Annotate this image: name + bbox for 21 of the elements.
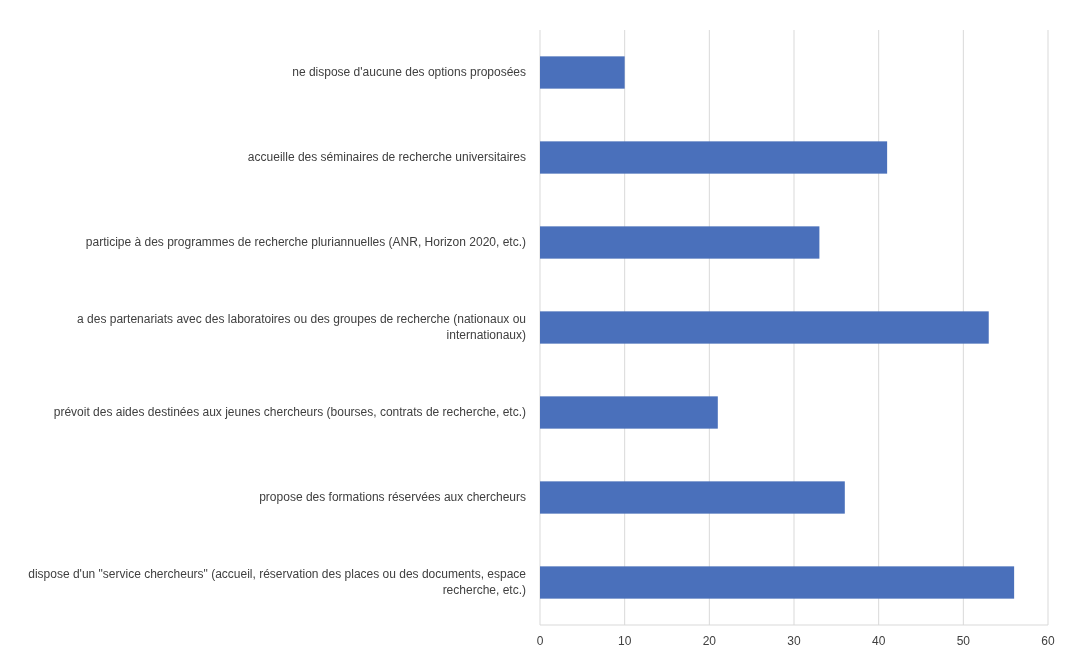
x-tick-label: 0 xyxy=(536,634,544,647)
y-tick-label: propose des formations réservées aux chercheurs xyxy=(259,489,526,504)
bar xyxy=(540,566,1015,599)
x-tick-label: 30 xyxy=(787,634,801,647)
x-tick-label: 20 xyxy=(702,634,717,647)
x-tick-label: 10 xyxy=(617,634,632,647)
y-tick-label: a des partenariats avec des laboratoires ou des groupes de recherche (nationaux ou internationaux) xyxy=(77,311,526,342)
y-tick-label: participe à des programmes de recherche pluriannuelles (ANR, Horizon 2020, etc.) xyxy=(85,234,526,249)
bar xyxy=(540,481,845,514)
bar xyxy=(540,226,820,259)
x-tick-label: 50 xyxy=(956,634,971,647)
y-tick-label: dispose d'un "service chercheurs" (accueil, réservation des places ou des documents, espace recherche, etc.) xyxy=(28,566,527,597)
bar xyxy=(540,311,989,344)
x-tick-label: 40 xyxy=(871,634,886,647)
bar xyxy=(540,141,888,174)
bar xyxy=(540,56,625,89)
y-tick-label: prévoit des aides destinées aux jeunes chercheurs (bourses, contrats de recherche, etc.) xyxy=(53,404,526,419)
x-tick-label: 60 xyxy=(1041,634,1055,647)
y-tick-label: ne dispose d'aucune des options proposées xyxy=(292,64,526,79)
y-tick-label: accueille des séminaires de recherche universitaires xyxy=(247,149,526,164)
bar xyxy=(540,396,718,429)
